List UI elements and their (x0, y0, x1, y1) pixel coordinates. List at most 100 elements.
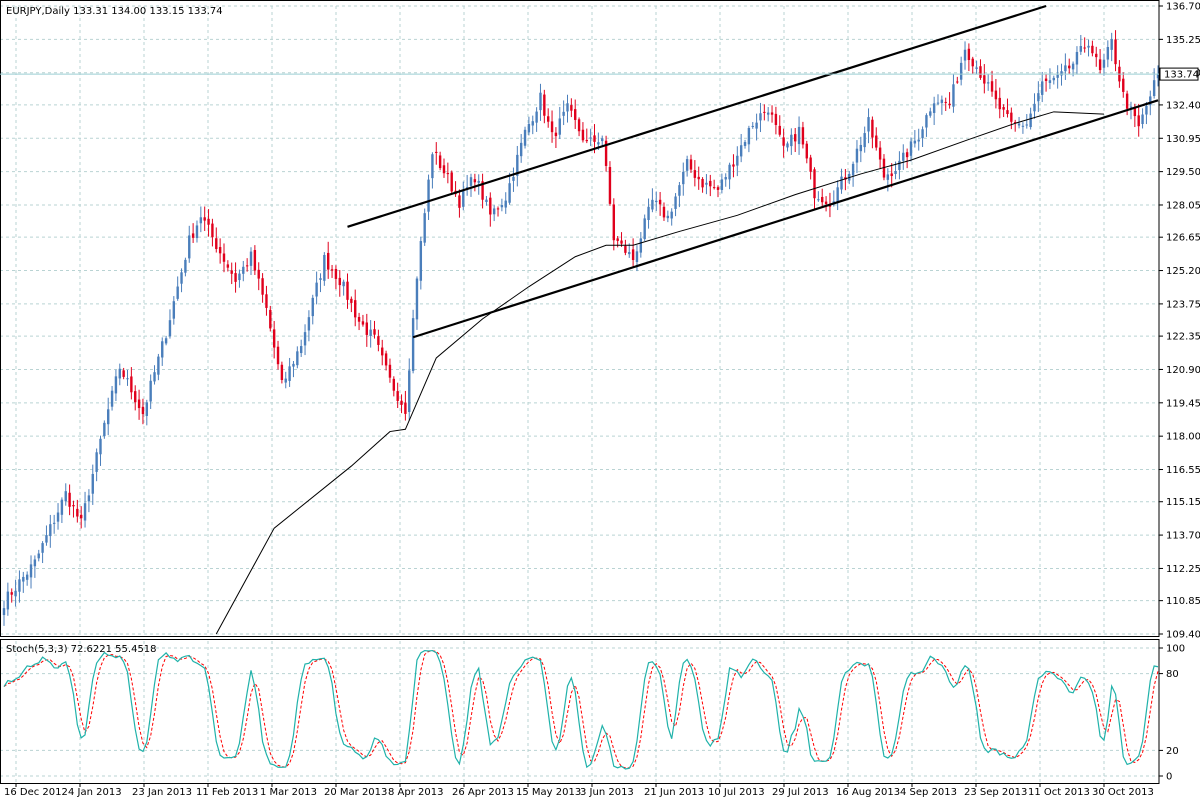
candle-body (22, 576, 25, 582)
candle-body (658, 199, 662, 205)
candle-body (894, 171, 897, 174)
candle-body (766, 112, 770, 115)
candle-body (458, 195, 461, 208)
candle-body (199, 217, 203, 224)
candle-body (52, 522, 56, 524)
candle-body (87, 495, 91, 502)
candle-body (1110, 39, 1113, 50)
candle-body (821, 196, 824, 203)
candle-body (211, 223, 214, 238)
candle-body (979, 66, 982, 78)
candle-body (504, 200, 507, 208)
candle-body (1033, 103, 1036, 112)
candle-body (743, 142, 747, 146)
price-tick-label: 136.70 (1166, 2, 1200, 13)
stoch-grid (0, 641, 1159, 782)
candle-body (786, 143, 789, 148)
candle-body (936, 102, 940, 104)
candle-body (319, 278, 322, 280)
price-tick-label: 119.45 (1166, 398, 1200, 409)
candle-body (95, 452, 98, 472)
candle-body (500, 205, 504, 208)
candle-body (64, 491, 67, 502)
candle-body (1068, 65, 1071, 69)
candle-body (925, 115, 928, 128)
candle-body (554, 132, 558, 137)
candle-body (6, 591, 10, 610)
candle-body (91, 473, 94, 494)
candle-body (570, 105, 573, 111)
candle-body (296, 351, 299, 366)
channel-line (412, 99, 1159, 339)
candle-body (153, 372, 156, 382)
main-chart-title: EURJPY,Daily 133.31 134.00 133.15 133.74 (6, 6, 223, 17)
candle-body (99, 438, 102, 455)
candle-body (890, 173, 893, 177)
candle-body (655, 200, 658, 203)
candle-body (357, 316, 361, 322)
candle-body (1122, 78, 1125, 92)
candle-body (292, 363, 295, 367)
candle-body (1152, 80, 1156, 97)
candle-body (489, 197, 492, 215)
stochastic-lines (3, 649, 1159, 770)
candle-body (1091, 45, 1094, 54)
candle-body (1102, 59, 1106, 68)
candle-body (755, 122, 758, 129)
candle-body (1106, 47, 1110, 60)
candle-body (103, 422, 106, 437)
candle-body (975, 67, 978, 69)
stoch-tick-label: 0 (1166, 772, 1172, 783)
candle-body (739, 145, 743, 157)
candle-body (1156, 74, 1160, 79)
price-tick-label: 132.40 (1166, 100, 1200, 111)
time-tick-label: 1 Mar 2013 (260, 787, 317, 798)
price-tick-label: 122.35 (1166, 332, 1200, 343)
candle-body (25, 574, 29, 580)
candle-body (438, 155, 442, 169)
candle-body (1114, 39, 1117, 65)
candle-body (597, 142, 600, 145)
candle-body (342, 281, 345, 287)
candle-body (689, 159, 693, 170)
candle-body (238, 273, 241, 281)
stoch-panel-frame (0, 639, 1160, 784)
channel-line (347, 4, 1047, 228)
candle-body (477, 180, 480, 183)
price-tick-label: 126.65 (1166, 233, 1200, 244)
candle-body (404, 402, 407, 414)
candle-body (840, 176, 843, 190)
candle-body (763, 111, 766, 113)
candle-body (863, 133, 866, 148)
time-tick-label: 30 Oct 2013 (1092, 787, 1154, 798)
trend-channel (347, 4, 1159, 339)
candle-body (411, 318, 415, 371)
candle-body (2, 608, 6, 616)
candle-body (871, 119, 874, 138)
candle-body (805, 143, 808, 159)
candle-body (921, 129, 924, 139)
candle-body (423, 213, 426, 243)
candle-body (462, 189, 465, 207)
candle-body (647, 206, 650, 221)
candle-body (381, 347, 384, 356)
candle-body (269, 309, 272, 329)
candle-body (56, 512, 60, 522)
price-tick-label: 120.90 (1166, 365, 1200, 376)
candle-body (558, 118, 561, 135)
candle-body (797, 126, 801, 145)
candle-body (516, 154, 519, 176)
candle-body (145, 402, 149, 416)
candle-body (1137, 115, 1140, 127)
candle-body (1010, 112, 1013, 122)
candle-body (230, 270, 233, 274)
candle-body (249, 251, 253, 266)
candle-body (508, 183, 511, 203)
candle-body (608, 167, 612, 204)
candle-body (400, 400, 403, 405)
time-tick-label: 20 Mar 2013 (324, 787, 387, 798)
time-tick-label: 8 Apr 2013 (388, 787, 443, 798)
main-panel-frame (0, 0, 1160, 637)
candle-body (944, 101, 947, 103)
